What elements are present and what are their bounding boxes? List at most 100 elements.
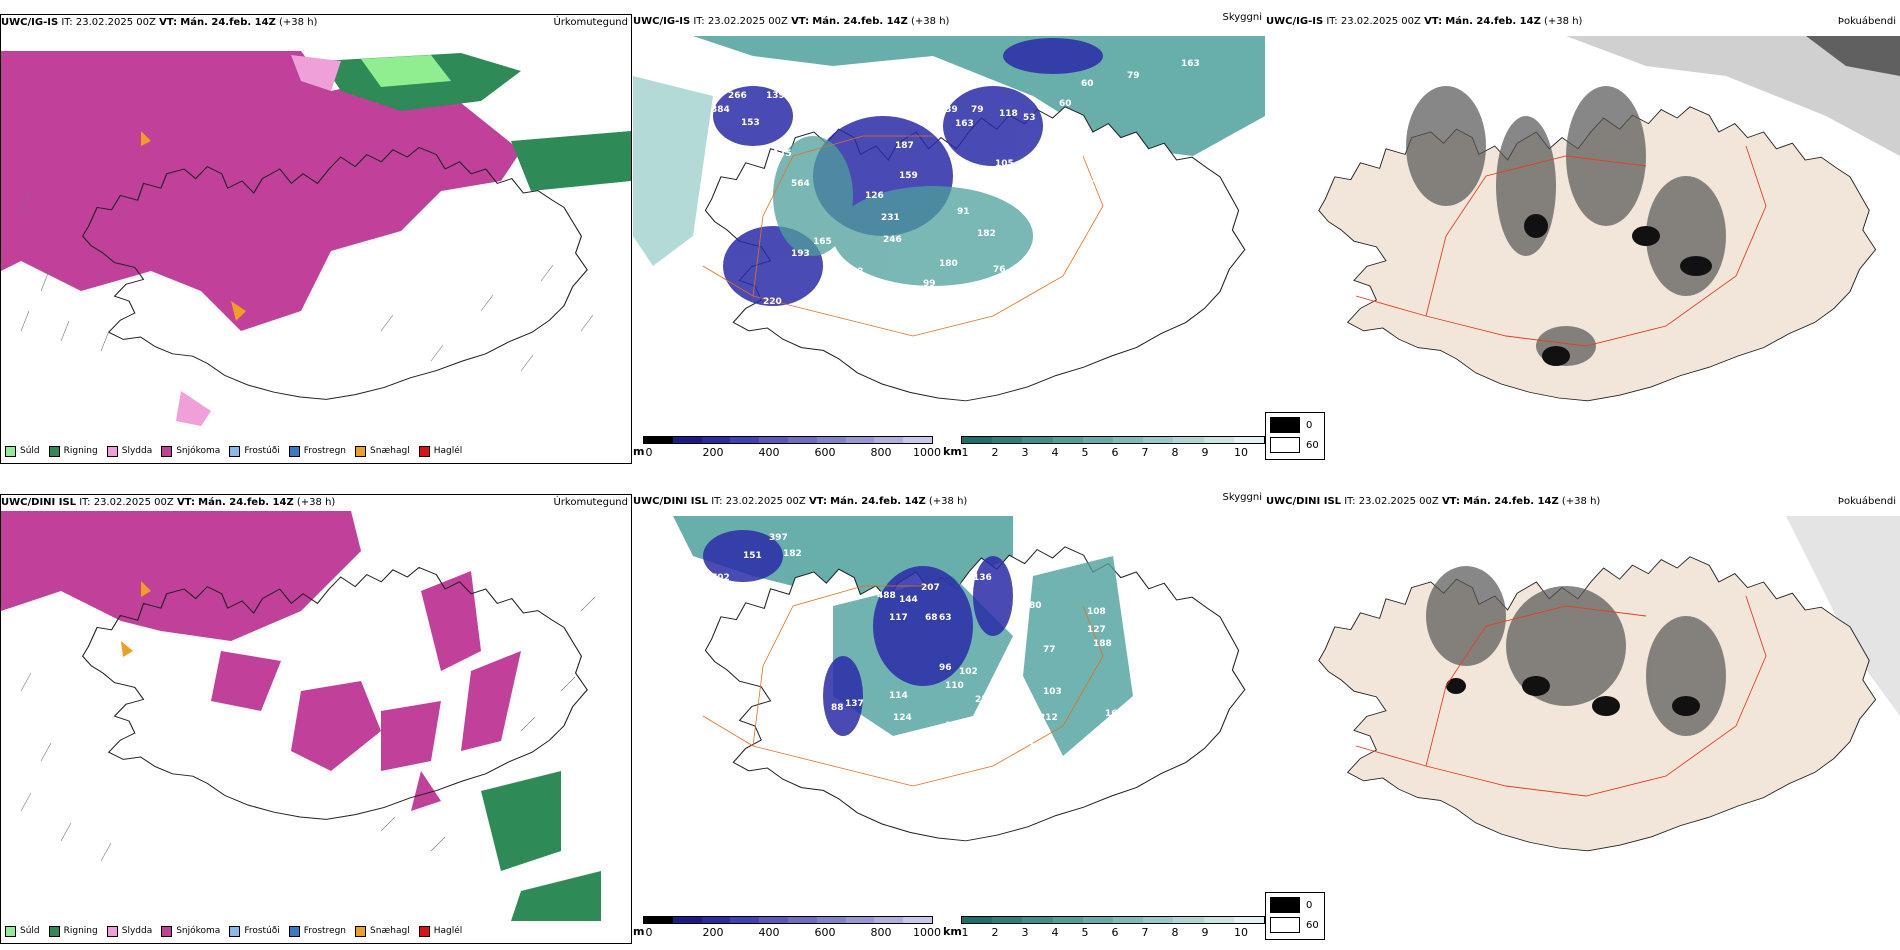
ceiling-label: 384	[711, 105, 730, 115]
legend-label: Snæhagl	[370, 926, 410, 936]
ceiling-label: 110	[945, 681, 964, 691]
legend-item: Rigning	[48, 925, 98, 937]
ceiling-label: 175	[773, 149, 792, 159]
wind-barbs	[20, 596, 596, 862]
legend-swatch	[418, 925, 430, 937]
ceiling-label: 136	[817, 123, 836, 133]
ceiling-label: 218	[1091, 175, 1110, 185]
legend-label: Slydda	[121, 446, 153, 456]
ceiling-label: 179	[1043, 234, 1062, 244]
vt-value: Mán. 24.feb. 14Z	[1463, 496, 1559, 507]
vt-value: Mán. 24.feb. 14Z	[1445, 16, 1541, 27]
tick-label: 7	[1141, 926, 1149, 939]
panel-visibility-igis: UWC/IG-IS IT: 23.02.2025 00Z VT: Mán. 24…	[633, 12, 1265, 464]
ceiling-label: 228	[843, 325, 862, 335]
ceiling-label: 64	[865, 725, 878, 735]
panel-header: UWC/DINI ISL IT: 23.02.2025 00Z VT: Mán.…	[633, 492, 1265, 510]
legend-label: Frostregn	[303, 446, 347, 456]
ceiling-label: 165	[813, 237, 832, 247]
tick-label: 1	[961, 926, 969, 939]
ceiling-label: 273	[797, 319, 816, 329]
it-label: IT:	[693, 16, 705, 27]
panel-fog-dini: UWC/DINI ISL IT: 23.02.2025 00Z VT: Mán.…	[1266, 494, 1900, 944]
ceiling-label: 78	[905, 403, 918, 413]
ceiling-label: 231	[881, 213, 900, 223]
ceiling-labels: 397 151 182 702 139 150 488 144 207 136 …	[711, 533, 1184, 759]
visibility-scale: km 1 2 3 4 5 6 7 8 9 10	[943, 436, 1265, 459]
ceiling-label: 180	[1045, 309, 1064, 319]
visibility-map: 560 266 139 168 384 153 136 175 564 165 …	[633, 36, 1265, 413]
tick-label: 9	[1201, 926, 1209, 939]
ceiling-label: 77	[1043, 645, 1056, 655]
ceiling-label: 53	[1023, 113, 1036, 123]
ceiling-label: 180	[939, 259, 958, 269]
ceiling-ticks: 0 200 400 600 800 1000	[643, 446, 942, 459]
tick-label: 800	[870, 926, 892, 939]
fog-swatch-high	[1270, 917, 1300, 933]
panel-precip-igis: UWC/IG-IS IT: 23.02.2025 00Z VT: Mán. 24…	[0, 14, 632, 464]
vt-value: Mán. 24.feb. 14Z	[812, 16, 908, 27]
legend-item: Frostregn	[288, 445, 347, 457]
ceiling-label: 127	[1087, 625, 1106, 635]
ceiling-label: 188	[1093, 639, 1112, 649]
tick-label: 3	[1021, 446, 1029, 459]
fog-legend-label: 60	[1306, 439, 1319, 451]
it-value: 23.02.2025 00Z	[1340, 16, 1421, 27]
ceiling-label: 60	[1081, 79, 1094, 89]
tick-label: 10	[1234, 446, 1248, 459]
tick-label: 800	[870, 446, 892, 459]
vt-label: VT:	[791, 16, 810, 27]
legend-label: Snjókoma	[176, 446, 221, 456]
field-name: Þokuábendi	[1837, 16, 1896, 27]
legend-swatch	[48, 445, 60, 457]
ceiling-label: 150	[817, 587, 836, 597]
model-name: UWC/IG-IS	[633, 16, 691, 27]
tick-label: 10	[1234, 926, 1248, 939]
ceiling-label: 83	[851, 267, 864, 277]
panel-header: UWC/DINI ISL IT: 23.02.2025 00Z VT: Mán.…	[1266, 494, 1900, 510]
tick-label: 1000	[913, 446, 941, 459]
ceiling-unit: m	[633, 925, 645, 938]
ceiling-label: 144	[899, 595, 918, 605]
tick-label: 2	[991, 446, 999, 459]
visibility-unit: km	[943, 445, 962, 458]
roads	[702, 585, 1104, 787]
fog-legend-label: 60	[1306, 919, 1319, 931]
ceiling-label: 560	[773, 67, 792, 77]
model-name: UWC/DINI ISL	[1, 497, 77, 508]
legend-swatch	[161, 445, 173, 457]
ceiling-label: 163	[1181, 59, 1200, 69]
ceiling-label: 79	[971, 105, 984, 115]
ceiling-label: 702	[711, 573, 730, 583]
model-name: UWC/DINI ISL	[633, 496, 709, 507]
ceiling-label: 108	[1087, 607, 1106, 617]
fog-swatch-high	[1270, 437, 1300, 453]
ceiling-label: 139	[766, 91, 785, 101]
ceiling-label: 103	[1043, 687, 1062, 697]
ceiling-labels: 560 266 139 168 384 153 136 175 564 165 …	[711, 59, 1200, 413]
ceiling-label: 139	[939, 105, 958, 115]
ceiling-label: 99	[923, 279, 936, 289]
it-label: IT:	[61, 17, 73, 28]
ceiling-unit: m	[633, 445, 645, 458]
tick-label: 8	[1171, 446, 1179, 459]
panel-header: UWC/DINI ISL IT: 23.02.2025 00Z VT: Mán.…	[1, 495, 631, 511]
visibility-unit: km	[943, 925, 962, 938]
ceiling-label: 163	[955, 119, 974, 129]
ceiling-label: 153	[741, 118, 760, 128]
tick-label: 1	[961, 446, 969, 459]
ceiling-label: 79	[1127, 71, 1140, 81]
lead-time: (+38 h)	[1561, 496, 1601, 507]
ceiling-label: 71	[1145, 669, 1158, 679]
visibility-ticks: 1 2 3 4 5 6 7 8 9 10	[961, 926, 1265, 939]
legend-swatch	[106, 925, 118, 937]
lead-time: (+38 h)	[1544, 16, 1583, 27]
vt-value: Mán. 24.feb. 14Z	[830, 496, 926, 507]
legend-label: Slydda	[121, 926, 153, 936]
field-name: Skyggni	[1222, 12, 1262, 23]
legend-item: Súld	[5, 925, 40, 937]
model-name: UWC/IG-IS	[1266, 16, 1324, 27]
legend-item: Snjókoma	[161, 445, 221, 457]
ceiling-label: 164	[1105, 709, 1124, 719]
it-label: IT:	[711, 496, 723, 507]
